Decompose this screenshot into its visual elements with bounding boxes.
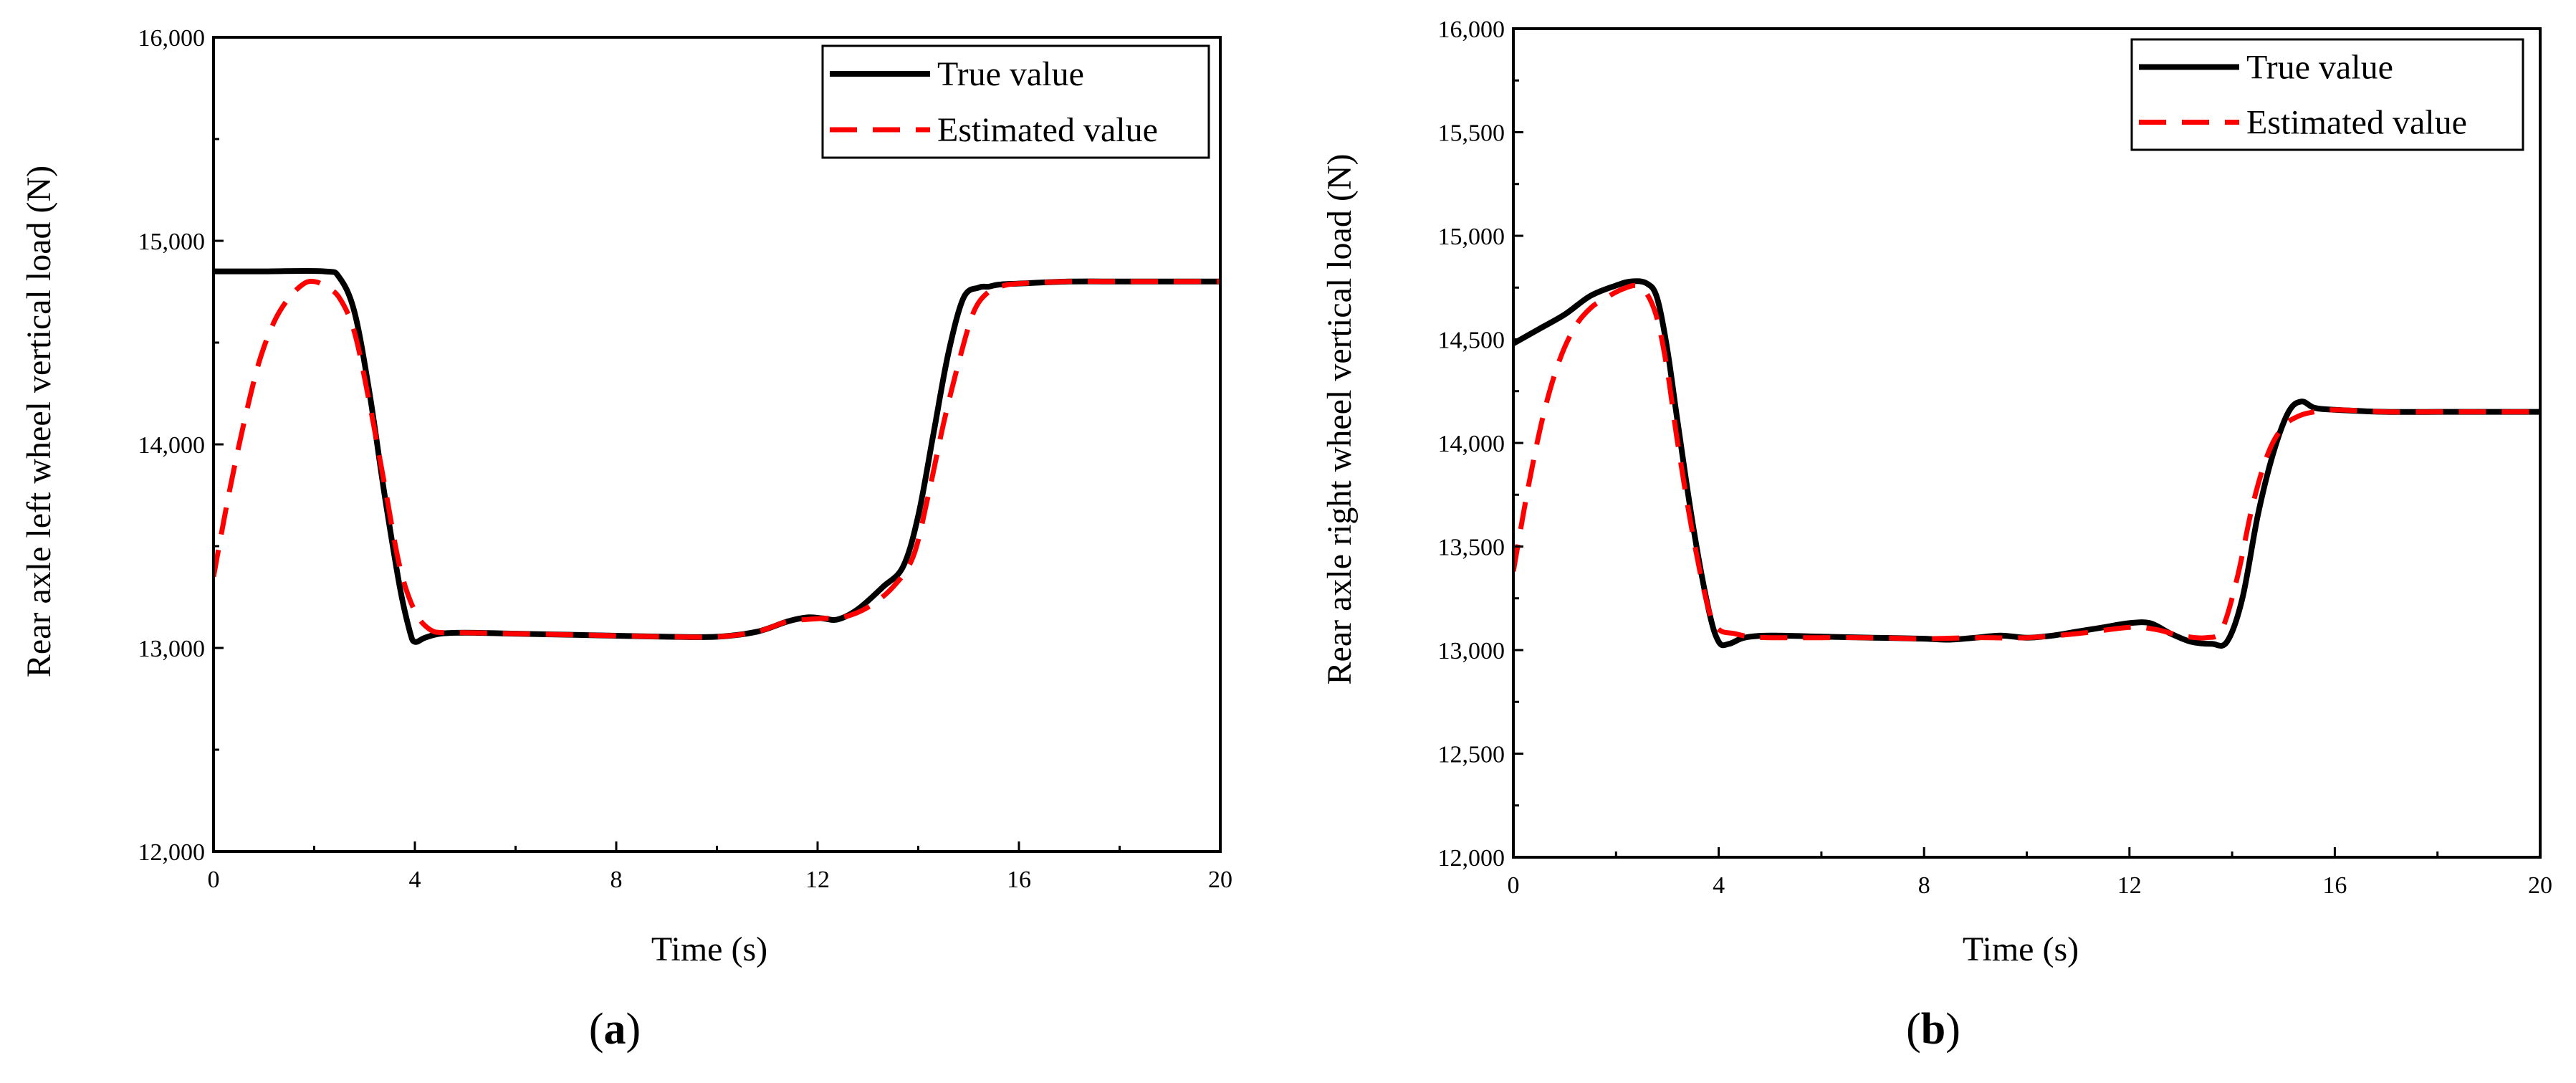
x-tick-label-a: 8 — [611, 867, 623, 893]
x-tick-label-b: 12 — [2117, 872, 2142, 899]
chart-panel-b: Time (s) Rear axle right wheel vertical … — [1321, 16, 2552, 1054]
series-group-b — [1513, 278, 2540, 649]
x-tick-label-a: 20 — [1208, 867, 1232, 893]
x-tick-label-b: 16 — [2322, 872, 2347, 899]
y-tick-label-b: 14,000 — [1438, 431, 1505, 457]
y-tick-label-b: 12,000 — [1438, 845, 1505, 872]
y-tick-label-b: 15,000 — [1438, 224, 1505, 250]
y-tick-label-b: 14,500 — [1438, 328, 1505, 354]
y-tick-label-b: 16,000 — [1438, 16, 1505, 43]
y-tick-label-b: 13,500 — [1438, 535, 1505, 561]
y-axis-title-b: Rear axle right wheel vertical load (N) — [1321, 154, 1359, 685]
plot-frame-a — [212, 36, 1222, 853]
x-tick-label-b: 4 — [1713, 872, 1725, 899]
legend-label-estimated-b: Estimated value — [2246, 104, 2467, 142]
series-line-true-a — [214, 267, 1220, 645]
x-tick-label-a: 4 — [409, 867, 421, 893]
series-line-true-b — [1513, 278, 2540, 649]
series-line-estimated-a — [214, 278, 1220, 640]
y-tick-label-b: 13,000 — [1438, 638, 1505, 664]
legend-box-b — [2130, 38, 2524, 151]
y-tick-label-a: 13,000 — [138, 636, 206, 662]
panel-label-b: (b) — [1906, 1005, 1960, 1054]
panel-label-a-letter: a — [604, 1005, 626, 1054]
chart-panel-a: Time (s) Rear axle left wheel vertical l… — [20, 25, 1232, 1054]
legend-label-estimated-a: Estimated value — [937, 111, 1158, 149]
series-line-estimated-b — [1513, 282, 2540, 641]
y-axis-title-a: Rear axle left wheel vertical load (N) — [20, 166, 58, 677]
x-tick-label-b: 0 — [1508, 872, 1520, 899]
y-tick-label-a: 14,000 — [138, 432, 206, 459]
x-tick-label-a: 16 — [1007, 867, 1031, 893]
y-tick-label-b: 15,500 — [1438, 120, 1505, 147]
x-axis-title-a: Time (s) — [651, 930, 767, 968]
series-group-a — [214, 267, 1220, 645]
plot-frame-b — [1512, 27, 2542, 859]
x-tick-label-b: 8 — [1918, 872, 1930, 899]
legend-label-true-a: True value — [937, 55, 1084, 93]
panel-label-a: (a) — [589, 1005, 641, 1054]
panel-label-b-letter: b — [1921, 1005, 1945, 1054]
y-tick-label-a: 16,000 — [138, 25, 206, 52]
x-tick-label-a: 0 — [208, 867, 220, 893]
y-tick-label-a: 15,000 — [138, 229, 206, 255]
legend-label-true-b: True value — [2246, 49, 2393, 87]
y-tick-label-a: 12,000 — [138, 839, 206, 866]
y-tick-label-b: 12,500 — [1438, 742, 1505, 768]
x-tick-label-b: 20 — [2528, 872, 2552, 899]
x-axis-title-b: Time (s) — [1963, 930, 2079, 968]
legend-box-a — [821, 44, 1210, 159]
legend-b: True value Estimated value — [2130, 38, 2524, 151]
legend-a: True value Estimated value — [821, 44, 1210, 159]
x-tick-label-a: 12 — [805, 867, 830, 893]
